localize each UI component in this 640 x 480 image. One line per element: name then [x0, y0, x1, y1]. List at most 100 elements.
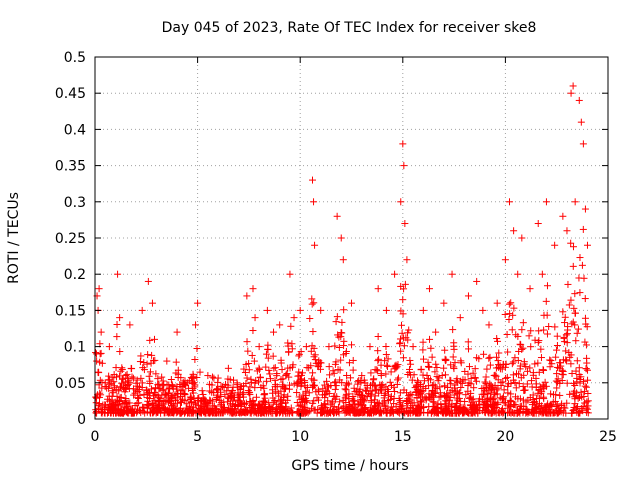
data-point-noise — [266, 375, 274, 383]
data-point-noise — [143, 360, 151, 368]
data-point-noise — [349, 406, 357, 414]
data-point-noise — [285, 409, 293, 417]
data-point-noise — [437, 404, 445, 412]
data-point-noise — [337, 333, 345, 341]
data-point-noise — [528, 383, 536, 391]
data-point-noise — [364, 407, 372, 415]
data-point-noise — [297, 408, 305, 416]
data-point-noise — [491, 407, 499, 415]
data-point — [506, 198, 514, 206]
data-point-noise — [540, 403, 548, 411]
data-point-noise — [284, 342, 292, 350]
data-point — [551, 241, 559, 249]
data-point-noise — [260, 391, 268, 399]
data-point-noise — [331, 342, 339, 350]
data-point-noise — [353, 409, 361, 417]
data-point-noise — [580, 274, 588, 282]
data-point-noise — [576, 375, 584, 383]
data-point — [114, 270, 122, 278]
data-point-noise — [224, 375, 232, 383]
data-point-noise — [337, 356, 345, 364]
data-point-noise — [405, 368, 413, 376]
data-point-noise — [390, 383, 398, 391]
data-point-noise — [214, 378, 222, 386]
data-point-noise — [237, 409, 245, 417]
x-axis-label: GPS time / hours — [291, 458, 408, 474]
data-point-noise — [300, 394, 308, 402]
data-point-noise — [504, 389, 512, 397]
data-point-noise — [177, 398, 185, 406]
data-point-noise — [525, 332, 533, 340]
data-point-noise — [397, 347, 405, 355]
data-point-noise — [501, 399, 509, 407]
data-point-noise — [370, 375, 378, 383]
data-point-noise — [319, 385, 327, 393]
data-point-noise — [355, 387, 363, 395]
data-point-noise — [584, 366, 592, 374]
data-point-noise — [375, 400, 383, 408]
data-point-noise — [442, 397, 450, 405]
data-point-noise — [146, 377, 154, 385]
data-point-noise — [405, 392, 413, 400]
data-point-noise — [561, 338, 569, 346]
data-point — [501, 256, 509, 264]
data-point-noise — [112, 409, 120, 417]
data-point-noise — [570, 406, 578, 414]
data-point-noise — [471, 374, 479, 382]
data-point-noise — [522, 363, 530, 371]
data-point-noise — [237, 382, 245, 390]
data-point — [577, 118, 585, 126]
data-point-noise — [186, 395, 194, 403]
data-point-noise — [335, 343, 343, 351]
data-point-noise — [269, 394, 277, 402]
data-point-noise — [419, 386, 427, 394]
data-point-noise — [570, 304, 578, 312]
data-point-noise — [582, 383, 590, 391]
data-point-noise — [113, 396, 121, 404]
data-point-noise — [116, 372, 124, 380]
data-point-noise — [508, 326, 516, 334]
data-point — [276, 321, 284, 329]
data-point-noise — [284, 364, 292, 372]
data-point — [374, 285, 382, 293]
data-point-noise — [520, 386, 528, 394]
data-point-noise — [187, 394, 195, 402]
data-point — [151, 335, 159, 343]
data-point-noise — [133, 376, 141, 384]
data-point-noise — [565, 301, 573, 309]
data-point-noise — [522, 398, 530, 406]
data-point-noise — [402, 334, 410, 342]
data-point-noise — [579, 403, 587, 411]
data-point-noise — [425, 390, 433, 398]
data-point-noise — [427, 344, 435, 352]
data-point-noise — [442, 356, 450, 364]
data-point-noise — [429, 387, 437, 395]
data-point-noise — [505, 300, 513, 308]
data-point-noise — [322, 390, 330, 398]
data-point-noise — [382, 342, 390, 350]
data-point-noise — [537, 354, 545, 362]
data-point — [192, 321, 200, 329]
data-point-noise — [510, 401, 518, 409]
data-point-noise — [377, 361, 385, 369]
data-point-noise — [211, 405, 219, 413]
data-point-noise — [159, 377, 167, 385]
data-point-noise — [289, 363, 297, 371]
data-point-noise — [405, 409, 413, 417]
data-point-noise — [391, 365, 399, 373]
data-point-noise — [152, 370, 160, 378]
data-point — [575, 96, 583, 104]
data-point-noise — [250, 357, 258, 365]
data-point-noise — [378, 380, 386, 388]
data-point-noise — [497, 379, 505, 387]
data-point-noise — [370, 381, 378, 389]
data-point-noise — [196, 368, 204, 376]
data-point-noise — [574, 325, 582, 333]
data-point-noise — [172, 369, 180, 377]
data-point — [255, 343, 263, 351]
data-point-noise — [507, 390, 515, 398]
data-point-noise — [110, 384, 118, 392]
data-point-noise — [309, 328, 317, 336]
chart-title: Day 045 of 2023, Rate Of TEC Index for r… — [162, 20, 537, 36]
data-point-noise — [244, 387, 252, 395]
